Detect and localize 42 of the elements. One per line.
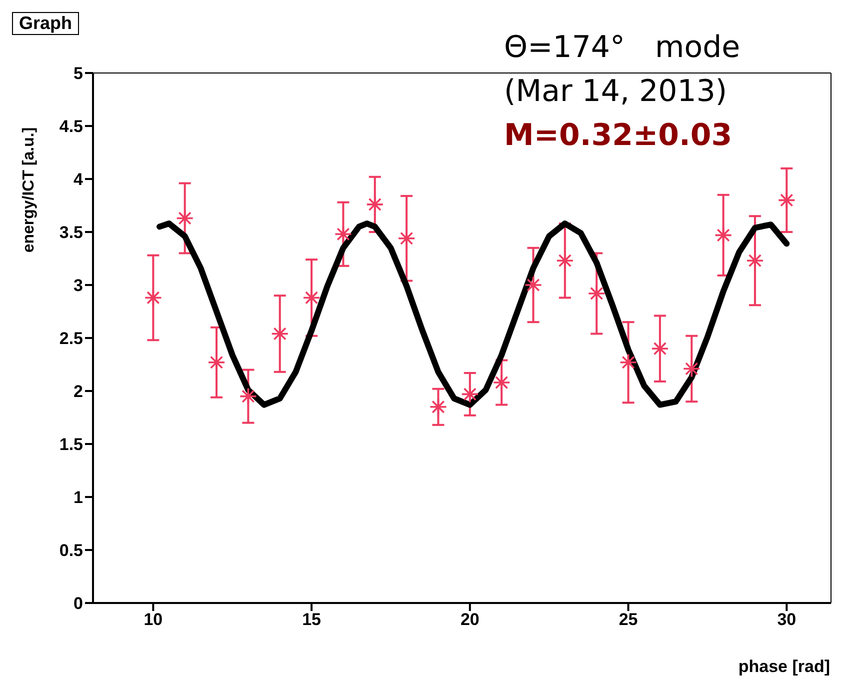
- y-tick-label: 1: [74, 488, 83, 508]
- y-axis-title: energy/ICT [a.u.]: [21, 127, 39, 253]
- point: [778, 191, 796, 210]
- text: Θ=174° mode: [504, 29, 740, 67]
- point: [176, 209, 194, 228]
- x-tick-label: 15: [302, 610, 322, 630]
- y-tick-label: 0: [74, 594, 83, 614]
- x-axis-title: phase [rad]: [738, 657, 830, 677]
- x-tick-label: 20: [460, 610, 480, 630]
- x-tick-label: 30: [777, 610, 796, 630]
- annotation: M=0.32±0.03: [504, 117, 734, 155]
- point: [208, 353, 226, 372]
- y-tick-label: 3: [74, 276, 83, 296]
- x-tick-label: 25: [618, 610, 638, 630]
- point: [682, 360, 701, 378]
- chart-title: Graph: [12, 12, 80, 35]
- y-tick-label: 3.5: [59, 223, 83, 242]
- point: [270, 324, 289, 343]
- point: [366, 196, 384, 214]
- point: [429, 398, 448, 416]
- point: [619, 353, 638, 372]
- y-tick-label: 1.5: [59, 435, 83, 454]
- point: [492, 374, 510, 392]
- y-tick-label: 4.5: [59, 117, 83, 136]
- y-tick-label: 0.5: [59, 541, 83, 560]
- annotation: (Mar 14, 2013): [504, 73, 728, 111]
- point: [461, 385, 479, 404]
- y-tick-label: 4: [74, 170, 84, 190]
- point: [144, 288, 162, 307]
- point: [239, 387, 258, 406]
- point: [556, 252, 574, 270]
- point: [588, 284, 606, 302]
- point: [524, 276, 542, 294]
- y-tick-label: 2.5: [59, 329, 83, 348]
- point: [714, 226, 732, 244]
- point: [651, 340, 669, 358]
- point: [398, 229, 416, 248]
- point: [334, 225, 352, 244]
- y-tick-label: 2: [74, 382, 83, 402]
- point: [302, 288, 320, 307]
- x-tick-label: 10: [144, 610, 163, 630]
- y-tick-label: 5: [74, 64, 83, 84]
